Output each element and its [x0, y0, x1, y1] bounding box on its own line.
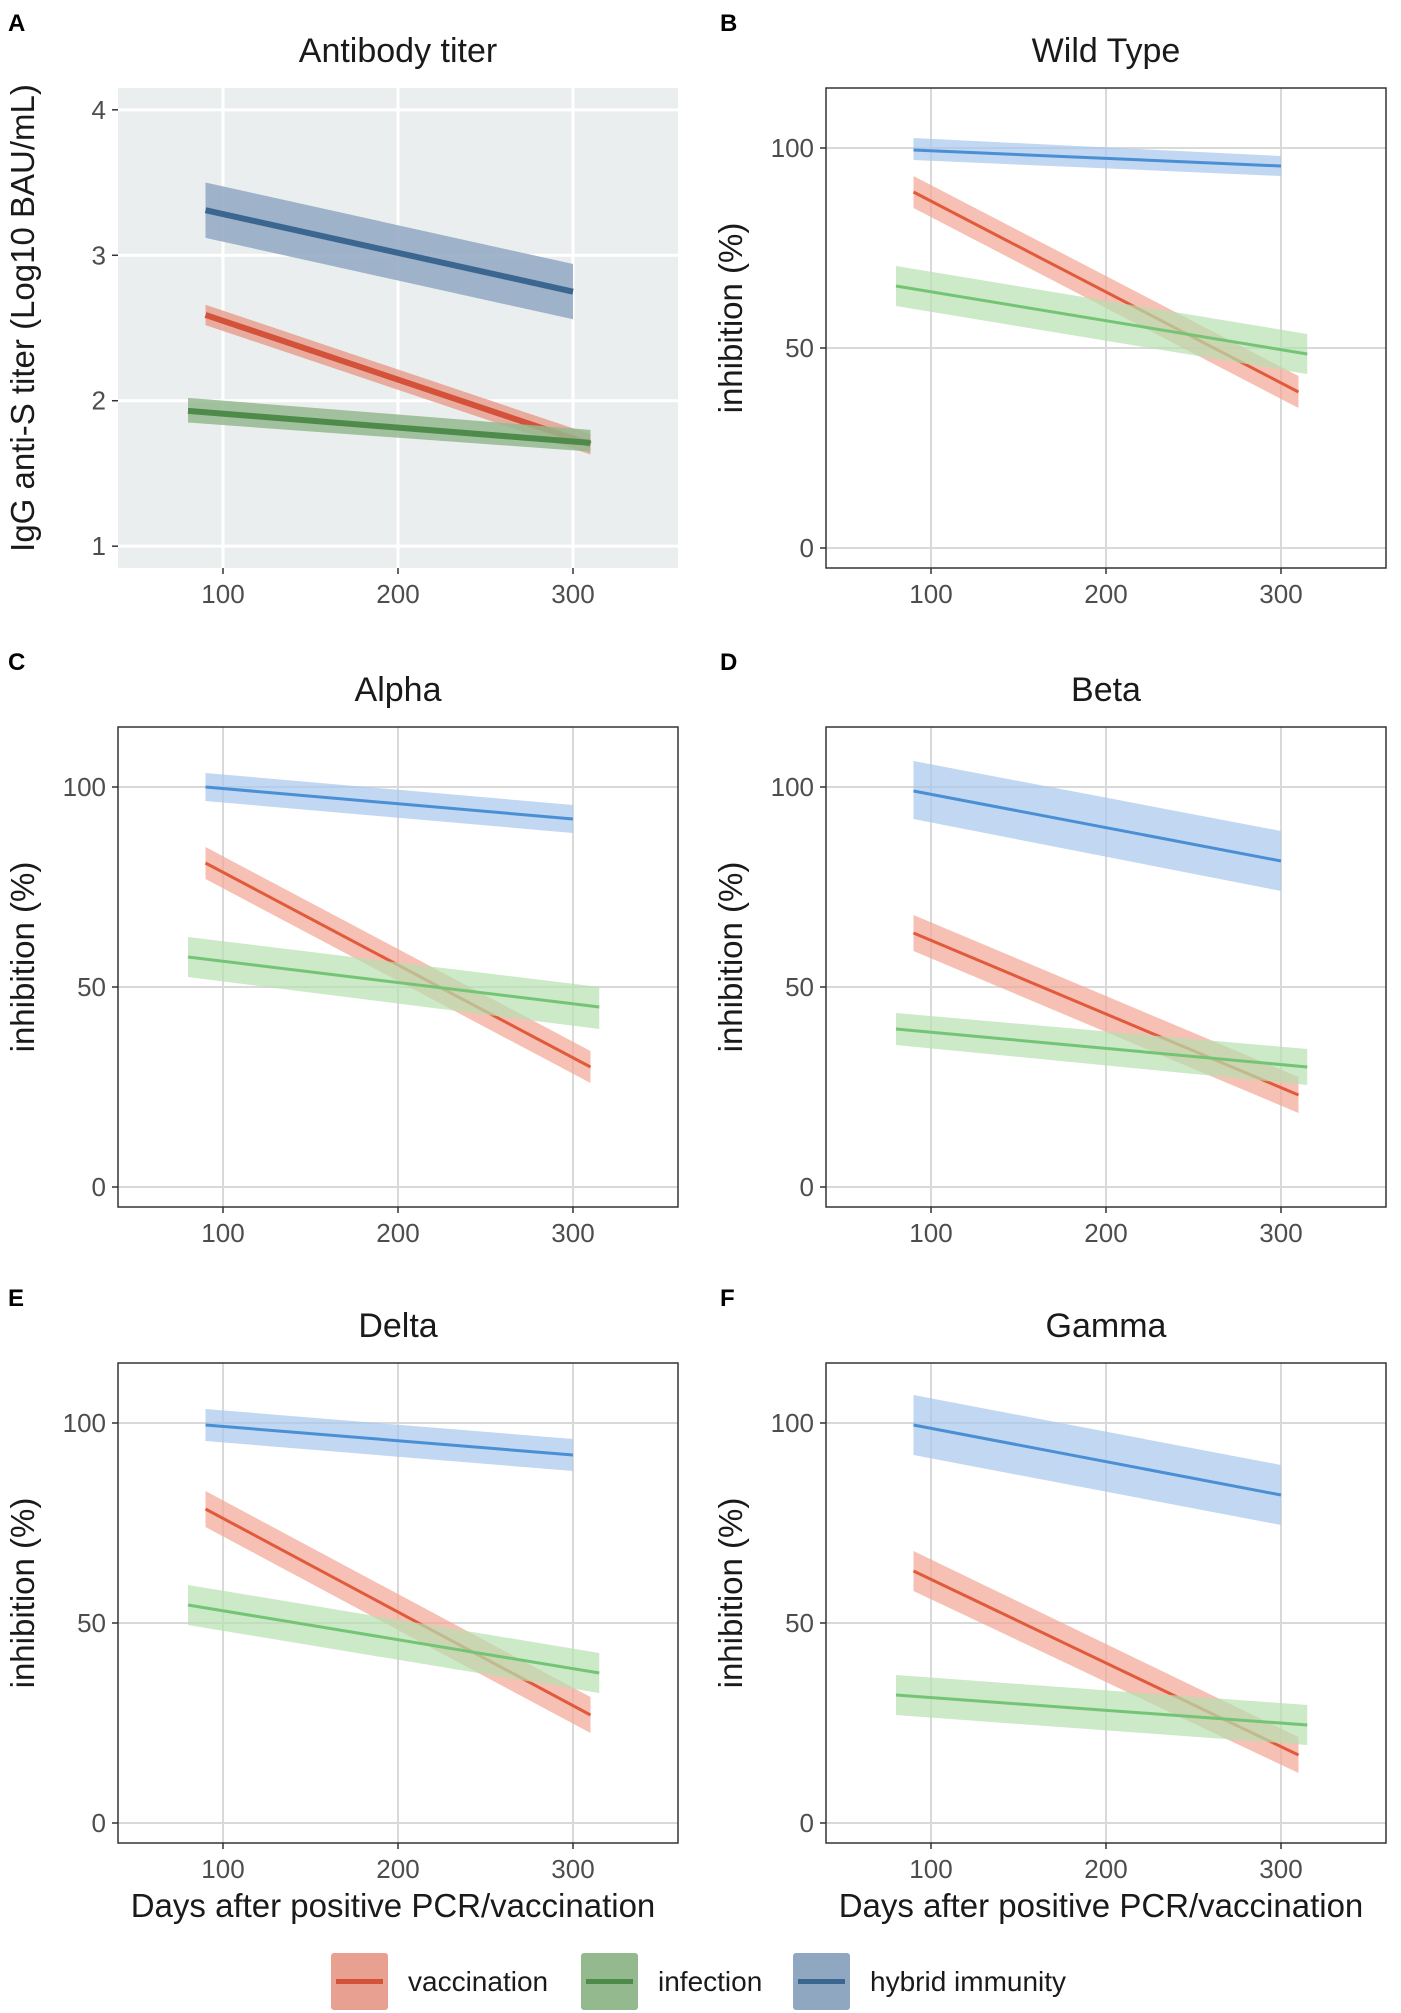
tick-label-x: 200	[376, 579, 419, 609]
series-line-hybrid	[205, 785, 574, 821]
tick-label-x: 200	[1084, 579, 1127, 609]
tick-label-y: 50	[77, 1608, 106, 1638]
panel-title: Beta	[1071, 671, 1141, 709]
tick-label-y: 50	[77, 972, 106, 1002]
tick-label-x: 300	[1259, 579, 1302, 609]
tick-label-y: 0	[92, 1808, 106, 1838]
tick-label-x: 300	[1259, 1218, 1302, 1248]
tick-label-y: 50	[785, 1608, 814, 1638]
series-line-infection	[187, 407, 591, 446]
tick-label-y: 4	[92, 95, 106, 125]
legend-item-vaccination: vaccination	[331, 1953, 548, 2010]
series-line-hybrid	[913, 789, 1282, 863]
tick-label-x: 100	[909, 1218, 952, 1248]
tick-label-x: 200	[1084, 1218, 1127, 1248]
tick-label-y: 1	[92, 531, 106, 561]
y-axis-label: inhibition (%)	[712, 862, 749, 1053]
y-axis-label: inhibition (%)	[4, 1498, 41, 1689]
tick-label-x: 300	[551, 1218, 594, 1248]
series-line-infection	[187, 955, 600, 1009]
tick-label-x: 300	[551, 579, 594, 609]
series-line-hybrid	[204, 207, 574, 295]
panel-title: Antibody titer	[299, 32, 497, 70]
panel-letter: C	[8, 649, 25, 676]
tick-label-x: 200	[1084, 1854, 1127, 1884]
panel-letter: F	[720, 1285, 735, 1312]
series-line-hybrid	[913, 148, 1282, 168]
series-line-infection	[895, 1693, 1308, 1727]
tick-label-y: 100	[63, 772, 106, 802]
panel-letter: E	[8, 1285, 24, 1312]
chart-panels: 100 200 300 1 2 3 4 Antibody titer A IgG anti-S t…	[4, 10, 1387, 1924]
panel-a: 100 200 300 1 2 3 4 Antibody titer A IgG anti-S t…	[4, 10, 678, 609]
legend-item-infection: infection	[581, 1953, 762, 2010]
tick-label-x: 100	[909, 579, 952, 609]
tick-label-y: 100	[63, 1408, 106, 1438]
series-line-infection	[895, 1027, 1308, 1069]
y-axis-label: inhibition (%)	[712, 1498, 749, 1689]
tick-label-x: 100	[909, 1854, 952, 1884]
panel-title: Gamma	[1046, 1307, 1167, 1345]
tick-label-y: 100	[771, 1408, 814, 1438]
tick-label-y: 3	[92, 240, 106, 270]
tick-label-y: 100	[771, 772, 814, 802]
tick-label-y: 100	[771, 133, 814, 163]
tick-label-y: 2	[92, 386, 106, 416]
tick-label-y: 50	[785, 972, 814, 1002]
series-line-hybrid	[205, 1423, 574, 1457]
legend-item-hybrid-immunity: hybrid immunity	[793, 1953, 1066, 2010]
tick-label-x: 200	[376, 1854, 419, 1884]
legend-label-infection: infection	[658, 1966, 762, 1997]
tick-label-y: 0	[92, 1172, 106, 1202]
tick-label-y: 50	[785, 333, 814, 363]
tick-label-x: 300	[551, 1854, 594, 1884]
tick-label-x: 100	[201, 1218, 244, 1248]
series-line-infection	[187, 1603, 600, 1675]
tick-label-y: 0	[800, 1172, 814, 1202]
tick-label-y: 0	[800, 533, 814, 563]
y-axis-label: inhibition (%)	[4, 862, 41, 1053]
series-line-hybrid	[913, 1423, 1282, 1497]
series-line-infection	[895, 284, 1308, 356]
panel-letter: B	[720, 10, 737, 37]
y-axis-label: inhibition (%)	[712, 223, 749, 414]
legend: vaccination infection hybrid immunity	[331, 1953, 1066, 2010]
series-line-vaccination	[204, 312, 592, 448]
x-axis-label: Days after positive PCR/vaccination	[839, 1887, 1364, 1924]
tick-label-x: 100	[201, 1854, 244, 1884]
panel-title: Delta	[358, 1307, 437, 1345]
tick-label-x: 300	[1259, 1854, 1302, 1884]
tick-label-x: 200	[376, 1218, 419, 1248]
legend-label-hybrid-immunity: hybrid immunity	[870, 1966, 1066, 1997]
panel-letter: D	[720, 649, 737, 676]
tick-label-y: 0	[800, 1808, 814, 1838]
panel-title: Alpha	[355, 671, 442, 709]
x-axis-label: Days after positive PCR/vaccination	[131, 1887, 656, 1924]
panel-letter: A	[8, 10, 25, 37]
tick-label-x: 100	[201, 579, 244, 609]
y-axis-label: IgG anti-S titer (Log10 BAU/mL)	[4, 84, 41, 552]
panel-title: Wild Type	[1032, 32, 1181, 70]
legend-label-vaccination: vaccination	[408, 1966, 548, 1997]
